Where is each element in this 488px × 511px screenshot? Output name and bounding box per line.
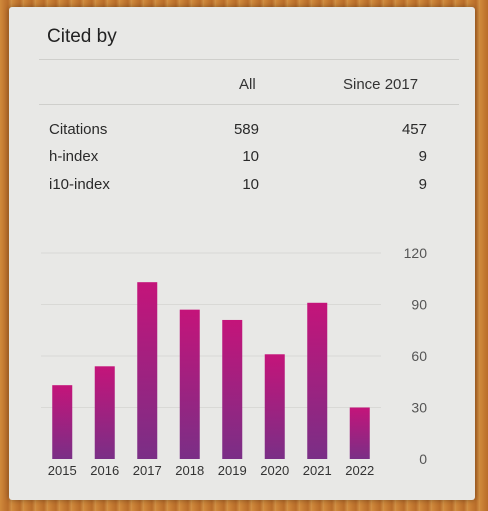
divider-header xyxy=(39,104,459,105)
y-tick-label: 90 xyxy=(411,297,427,313)
bar-2021[interactable] xyxy=(307,302,328,459)
cell-citations-since: 457 xyxy=(401,121,427,138)
row-label-h-index[interactable]: h-index xyxy=(49,148,99,165)
cell-i10-index-since: 9 xyxy=(418,176,427,193)
cell-h-index-all: 10 xyxy=(242,148,259,165)
bar-2020[interactable] xyxy=(264,354,285,459)
x-tick-label: 2017 xyxy=(133,463,162,478)
x-tick-label: 2016 xyxy=(90,463,119,478)
y-tick-label: 0 xyxy=(419,451,427,467)
row-label-i10-index[interactable]: i10-index xyxy=(49,176,110,193)
x-tick-label: 2018 xyxy=(175,463,204,478)
divider-top xyxy=(39,59,459,60)
x-tick-label: 2019 xyxy=(218,463,247,478)
bar-2018[interactable] xyxy=(179,309,200,459)
y-tick-label: 120 xyxy=(404,245,428,261)
card-title: Cited by xyxy=(47,26,117,47)
row-label-citations[interactable]: Citations xyxy=(49,121,108,138)
bar-2022[interactable] xyxy=(349,407,370,460)
cited-by-card: Cited by All Since 2017 Citations 589 45… xyxy=(9,7,475,500)
bar-2017[interactable] xyxy=(137,282,158,459)
x-tick-label: 2015 xyxy=(48,463,77,478)
column-header-all: All xyxy=(239,76,256,93)
x-tick-label: 2022 xyxy=(345,463,374,478)
citations-bar-chart: 0 30 60 90 120 2015 2016 2017 2018 2019 2020 2021 20… xyxy=(41,245,428,478)
cell-h-index-since: 9 xyxy=(418,148,427,165)
x-tick-label: 2020 xyxy=(260,463,289,478)
y-tick-label: 30 xyxy=(411,400,427,416)
column-header-since: Since 2017 xyxy=(343,76,419,93)
cell-i10-index-all: 10 xyxy=(242,176,259,193)
bar-2015[interactable] xyxy=(52,385,73,459)
bar-2019[interactable] xyxy=(222,319,243,459)
cell-citations-all: 589 xyxy=(233,121,259,138)
y-tick-label: 60 xyxy=(411,348,427,364)
x-tick-label: 2021 xyxy=(303,463,332,478)
bar-2016[interactable] xyxy=(94,366,115,459)
